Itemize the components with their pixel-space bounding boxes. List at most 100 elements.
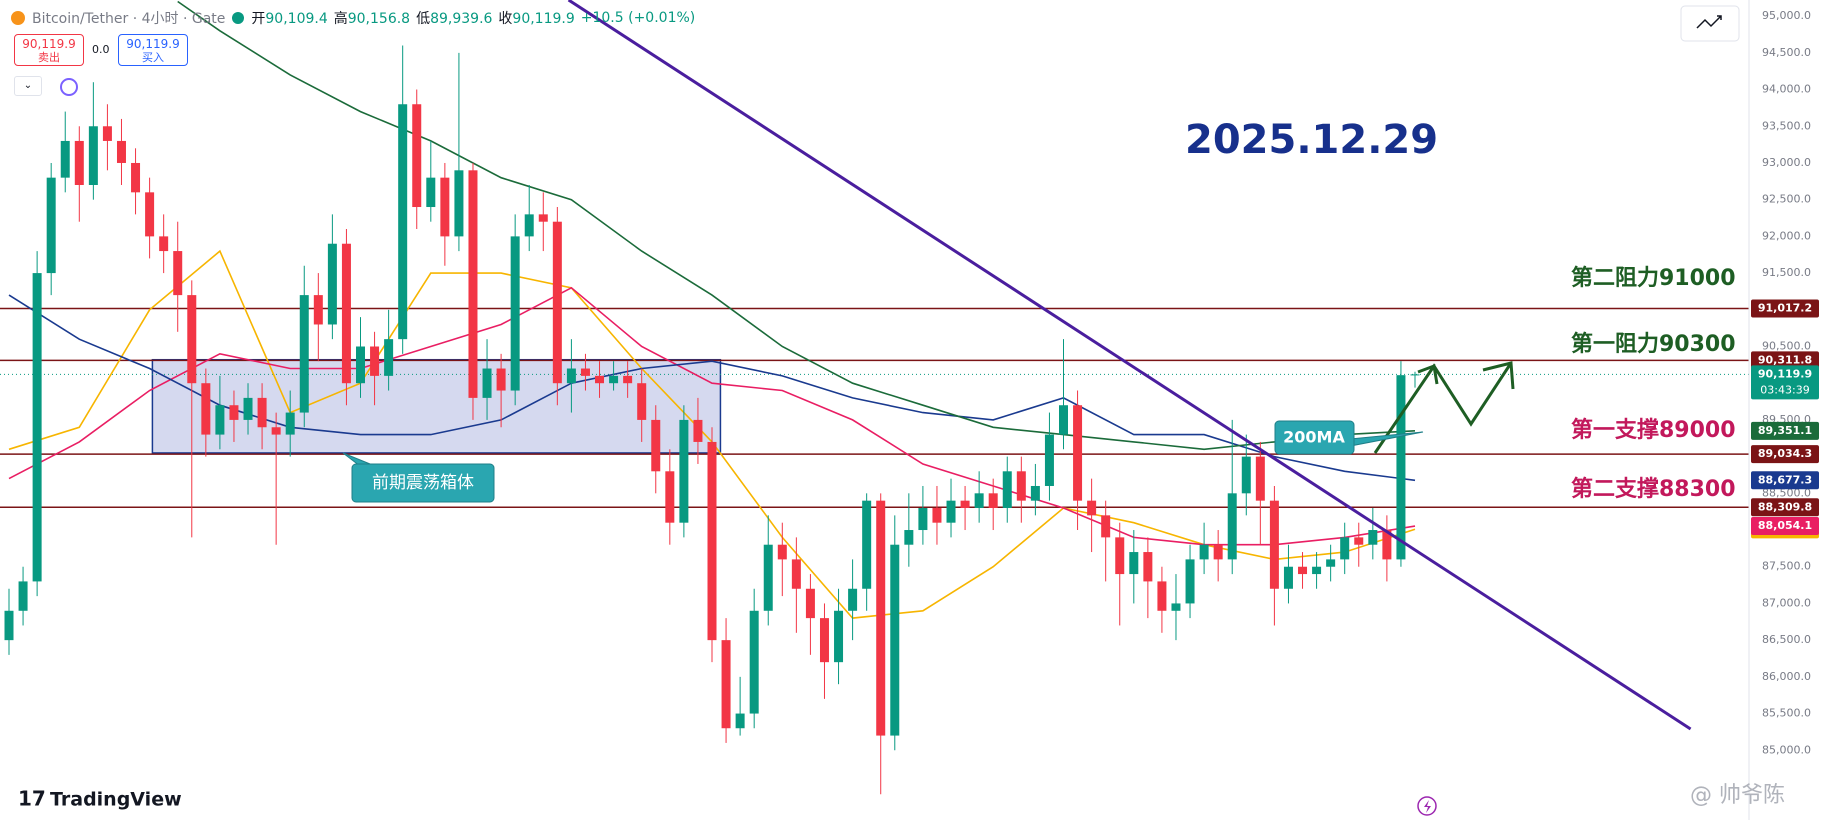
status-dot [232,12,245,24]
candle-body [384,339,394,376]
plot-area [0,0,1749,795]
candle-body [201,383,211,435]
candle-body [1185,559,1195,604]
y-tick-label: 93,000.0 [1762,156,1811,169]
candle-body [1087,500,1097,516]
candle-body [1073,405,1083,501]
candle-body [749,610,759,714]
ohlc-item: 开90,109.4 [251,8,327,28]
candle-body [482,368,492,398]
candle-body [595,375,605,384]
candle-body [1255,456,1265,501]
refresh-icon[interactable] [60,78,78,96]
logo-mark: 17 [18,787,46,811]
y-tick-label: 85,500.0 [1762,707,1811,720]
countdown: 03:43:39 [1760,383,1809,396]
watermark: @ 帅爷陈 [1690,783,1785,808]
level-tag: 88,309.8 [1758,500,1812,513]
y-tick-label: 88,500.0 [1762,486,1811,499]
candle-body [1016,471,1026,501]
ma200-label: 200MA [1283,428,1345,447]
level-tag-bg [1751,299,1819,318]
y-tick-label: 91,500.0 [1762,266,1811,279]
support-1: 第一支撑89000 [1571,417,1736,443]
y-tick-label: 93,500.0 [1762,119,1811,132]
candle-body [1129,552,1139,575]
y-tick-label: 87,500.0 [1762,560,1811,573]
trendline [567,0,1692,731]
candle-body [215,405,225,435]
candle-body [763,544,773,611]
candle-body [1030,485,1040,501]
candle-body [834,610,844,663]
candle-body [1326,559,1336,567]
candle-body [960,500,970,509]
candle-body [468,170,478,398]
candle-body [552,221,562,384]
y-tick-label: 94,500.0 [1762,46,1811,59]
ohlc-key: 低 [416,11,431,27]
level-tag: 91,017.2 [1758,302,1812,315]
candle-body [876,500,886,736]
sell-button[interactable]: 90,119.9 卖出 [14,34,84,66]
candle-body [426,177,436,208]
buy-button[interactable]: 90,119.9 买入 [118,34,188,66]
ma-line [8,294,1416,482]
level-tag: 90,311.8 [1758,353,1812,366]
symbol: Bitcoin/Tether · 4小时 · Gate [32,11,226,27]
candle-body [356,346,365,384]
candle-body [496,368,506,391]
candle-body [1396,375,1406,560]
current-tag: 90,119.9 [1758,367,1812,380]
header: Bitcoin/Tether · 4小时 · Gate 开90,109.4 高90… [10,8,695,28]
ohlc-key: 高 [333,11,348,27]
candle-body [609,375,619,384]
candle-body [791,559,801,589]
candle-body [946,500,956,523]
candle-body [18,581,28,611]
level-tag-bg [1751,351,1819,370]
callout-box [351,463,495,503]
ma-tag-bg [1751,517,1819,536]
current-tag-bg [1751,365,1819,400]
bolt-icon[interactable] [1417,796,1437,816]
price-axis: 85,000.0 85,500.0 86,000.0 86,500.0 87,000.0… [1751,9,1819,756]
ohlc-item: 收90,119.9 [498,8,574,28]
candle-body [1171,603,1181,611]
ohlc-item: 低89,939.6 [416,8,492,28]
spread: 0.0 [92,43,110,56]
candle-body [1213,544,1223,560]
y-tick-label: 87,000.0 [1762,596,1811,609]
ohlc-value: 90,156.8 [347,11,411,27]
candle-body [637,383,647,420]
toolbar-button[interactable] [1680,5,1740,42]
candle-body [1101,515,1111,538]
candle-body [341,243,351,384]
ma-line [177,0,1416,451]
candle-body [974,493,984,509]
candle-body [1115,537,1125,575]
candle-body [721,640,731,729]
candle-body [890,544,900,736]
collapse-button[interactable]: ⌄ [14,76,42,96]
support-2: 第二支撑88300 [1571,476,1736,502]
y-tick-label: 92,000.0 [1762,229,1811,242]
logo: TradingView [50,789,182,811]
candle-body [412,104,422,208]
candle-body [819,618,829,663]
candle-body [538,214,548,222]
box-label: 前期震荡箱体 [372,473,474,493]
callout-box [1274,420,1355,455]
candle-body [1298,566,1308,575]
candle-body [327,243,337,325]
candle-body [299,295,309,413]
candle-body [693,419,703,442]
change: +10.5 (+0.01%) [580,10,696,26]
candle-body [932,508,942,523]
candle-body [651,419,661,472]
candle-body [1269,500,1279,589]
candle-body [116,140,126,163]
candle-body [679,419,689,523]
